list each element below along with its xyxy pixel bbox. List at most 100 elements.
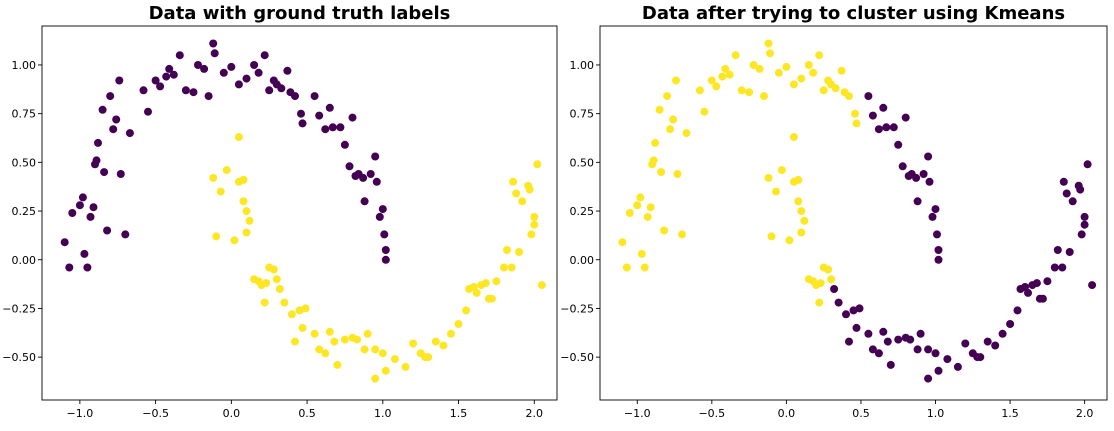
data-point (512, 189, 521, 198)
data-point (439, 341, 448, 350)
data-point (998, 329, 1007, 338)
data-point (103, 226, 112, 235)
data-point (789, 133, 798, 141)
data-point (330, 337, 339, 346)
y-tick-label: −0.25 (560, 302, 594, 315)
data-point (525, 185, 534, 194)
data-point (162, 72, 171, 81)
data-point (855, 304, 864, 313)
data-point (112, 115, 121, 124)
data-point (800, 216, 809, 225)
data-point (764, 39, 773, 48)
x-tick-label: −0.5 (142, 407, 169, 420)
data-point (745, 88, 754, 97)
data-point (852, 119, 861, 128)
data-point (454, 320, 463, 328)
data-point (625, 209, 634, 217)
data-point (242, 207, 251, 216)
data-point (651, 138, 660, 147)
data-point (378, 349, 387, 358)
data-point (1024, 288, 1032, 297)
data-point (868, 111, 877, 120)
data-point (1083, 160, 1092, 169)
data-point (537, 281, 546, 290)
y-tick-label: 0.75 (12, 108, 37, 121)
data-point (925, 177, 934, 186)
data-point (666, 125, 675, 134)
data-point (265, 86, 274, 95)
data-point (827, 275, 836, 284)
data-point (65, 263, 74, 272)
data-point (189, 88, 198, 97)
chart-title: Data with ground truth labels (149, 3, 451, 24)
x-tick-label: 0.0 (778, 407, 796, 420)
data-point (462, 306, 471, 315)
data-point (913, 197, 922, 206)
data-point (60, 238, 69, 247)
data-point (345, 162, 354, 171)
data-point (336, 123, 345, 132)
y-tick-label: 0.25 (570, 205, 595, 218)
data-point (216, 187, 225, 196)
data-point (401, 362, 410, 371)
data-point (209, 39, 218, 48)
data-point (181, 86, 190, 95)
data-point (1088, 281, 1097, 290)
data-point (882, 123, 891, 132)
data-point (295, 306, 304, 315)
data-point (707, 76, 716, 85)
data-point (515, 248, 524, 256)
y-tick-label: 0.00 (570, 254, 595, 267)
data-point (363, 329, 372, 338)
data-point (89, 203, 98, 212)
data-point (851, 109, 859, 118)
data-point (1080, 212, 1089, 221)
data-point (156, 82, 165, 91)
data-point (1013, 306, 1022, 315)
data-point (121, 230, 130, 239)
data-point (359, 173, 368, 182)
x-tick-label: 2.0 (1076, 407, 1094, 420)
data-point (874, 125, 883, 134)
data-point (83, 263, 92, 272)
data-point (227, 62, 236, 71)
data-point (291, 92, 299, 101)
data-point (718, 72, 727, 81)
data-point (530, 220, 539, 229)
y-tick-label: 0.25 (12, 205, 37, 218)
data-point (834, 298, 843, 307)
data-point (953, 362, 962, 371)
data-point (68, 209, 77, 217)
data-point (695, 86, 704, 95)
data-point (262, 279, 271, 288)
data-point (424, 353, 433, 362)
right-chart: Data after trying to cluster using Kmean… (560, 3, 1108, 420)
data-point (797, 207, 806, 216)
data-point (340, 140, 349, 149)
data-point (898, 162, 907, 171)
data-point (250, 61, 259, 69)
data-point (371, 374, 380, 383)
data-point (815, 298, 824, 307)
data-point (916, 329, 925, 338)
data-point (204, 92, 213, 101)
data-point (287, 310, 296, 319)
data-point (116, 170, 125, 178)
data-point (98, 105, 107, 114)
data-point (242, 228, 251, 237)
plot-area-frame (599, 25, 1108, 401)
data-point (431, 337, 440, 346)
data-point (100, 168, 109, 177)
data-point (500, 263, 508, 272)
data-point (269, 265, 278, 274)
data-point (375, 212, 384, 221)
plot-area-frame (41, 25, 558, 401)
data-point (618, 238, 627, 247)
data-point (297, 109, 305, 118)
data-point (533, 160, 542, 169)
data-point (298, 323, 307, 332)
data-point (894, 335, 903, 344)
x-tick-label: 0.0 (223, 407, 241, 420)
data-point (310, 329, 319, 338)
data-point (933, 230, 941, 239)
